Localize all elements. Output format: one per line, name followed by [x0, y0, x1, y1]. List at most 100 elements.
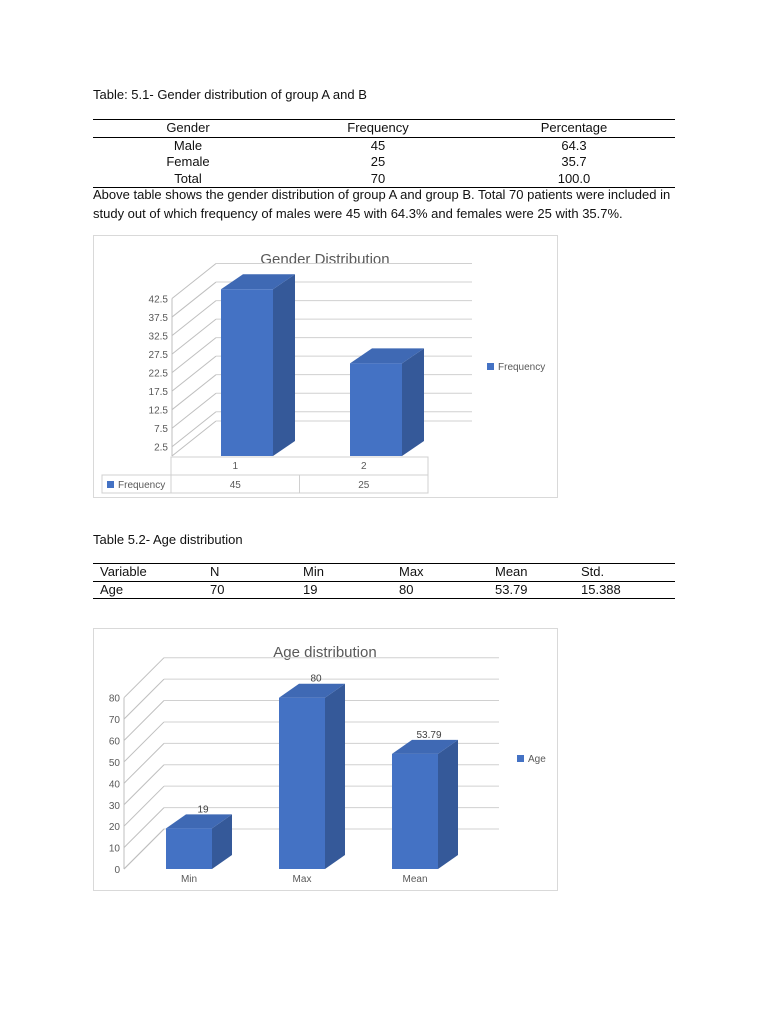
gridline-diagonal	[171, 318, 217, 355]
bar-top	[350, 348, 424, 364]
n-header: N	[210, 564, 220, 579]
gridline-diagonal	[123, 700, 165, 741]
table-cell: 70	[210, 581, 225, 597]
gridline-diagonal	[123, 807, 165, 848]
table-cell: 70	[370, 170, 386, 186]
legend-swatch	[487, 363, 494, 370]
table-cell: Female	[166, 154, 210, 169]
table-row: Age 70 19 80 53.79 15.388	[93, 581, 675, 599]
table-cell: Total	[174, 170, 202, 186]
table-row: Male 45 64.3	[93, 137, 675, 154]
description-paragraph: Above table shows the gender distributio…	[93, 187, 671, 221]
table-cell: 80	[399, 581, 414, 597]
min-header: Min	[303, 564, 324, 579]
y-tick-label: 40	[109, 779, 121, 790]
table-cell: Male	[173, 137, 203, 153]
gridline-diagonal	[171, 337, 217, 374]
table-cell: 15.388	[581, 581, 621, 597]
x-tick-label: 2	[361, 461, 367, 472]
y-tick-label: 22.5	[149, 369, 169, 380]
y-tick-label: 70	[109, 715, 121, 726]
bar	[392, 753, 438, 869]
bar	[166, 828, 212, 869]
gridline-diagonal	[171, 355, 217, 392]
table1-caption: Table: 5.1- Gender distribution of group…	[93, 87, 367, 102]
bar-side	[438, 739, 458, 869]
y-tick-label: 2.5	[154, 443, 168, 454]
x-tick-label: Max	[293, 874, 312, 885]
gender-chart-frame: Gender Distribution 2.5 7.5 12.5 17.5 22.5 27.…	[93, 235, 558, 498]
gridline-diagonal	[123, 657, 165, 699]
table-cell: Age	[100, 581, 124, 597]
age-table: Variable N Min Max Mean Std. Age 70 19 8…	[93, 563, 675, 599]
y-tick-label: 60	[109, 737, 121, 748]
gridline-diagonal	[171, 281, 217, 318]
gender-distribution-chart: Gender Distribution 2.5 7.5 12.5 17.5 22.5 27.…	[101, 251, 545, 494]
x-tick-label: Mean	[402, 874, 427, 885]
x-tick-label: Min	[181, 874, 197, 885]
data-label: 80	[310, 674, 322, 685]
age-distribution-chart: Age distribution 0 10 20 30 40 50 60 70 80 19 Min 80…	[109, 644, 546, 885]
legend-key-swatch	[107, 481, 114, 488]
gridline-diagonal	[123, 828, 165, 870]
table-row: Female 25 35.7	[93, 154, 675, 171]
bar-top	[392, 739, 458, 754]
gridline-diagonal	[123, 721, 165, 763]
variable-header: Variable	[100, 564, 147, 579]
chart-title: Age distribution	[273, 644, 376, 661]
bar-top	[221, 274, 295, 290]
table-row: Total 70 100.0	[93, 171, 675, 188]
y-tick-label: 20	[109, 822, 121, 833]
table-cell: 64.3	[561, 137, 587, 153]
gridline-diagonal	[123, 785, 165, 827]
gridline-diagonal	[171, 411, 217, 448]
bar	[279, 697, 325, 869]
bar	[221, 289, 273, 456]
data-table-value: 25	[358, 480, 370, 491]
legend-swatch	[517, 755, 524, 762]
bar-side	[402, 348, 424, 456]
table2-caption: Table 5.2- Age distribution	[93, 532, 243, 547]
data-table-key-cell	[101, 474, 172, 494]
data-table-series-label: Frequency	[118, 480, 165, 491]
data-label: 53.79	[416, 730, 441, 741]
y-tick-label: 10	[109, 844, 121, 855]
frequency-header: Frequency	[347, 120, 409, 135]
table-cell: 35.7	[561, 154, 587, 169]
x-tick-label: 1	[232, 461, 238, 472]
table-cell: 25	[370, 154, 386, 169]
legend-label: Frequency	[498, 362, 545, 373]
bar-side	[212, 814, 232, 869]
table-cell: 100.0	[557, 170, 591, 186]
y-tick-label: 12.5	[149, 406, 169, 417]
gridline-diagonal	[171, 263, 217, 299]
data-label: 19	[197, 804, 209, 815]
y-tick-label: 50	[109, 758, 121, 769]
bar-side	[273, 274, 295, 456]
bar-side	[325, 683, 345, 869]
y-tick-label: 37.5	[149, 313, 169, 324]
y-tick-label: 7.5	[154, 424, 168, 435]
bar	[350, 363, 402, 456]
mean-header: Mean	[495, 564, 528, 579]
table-cell: 19	[303, 581, 318, 597]
y-tick-label: 17.5	[149, 387, 169, 398]
std-header: Std.	[581, 564, 605, 579]
age-chart-frame: Age distribution 0 10 20 30 40 50 60 70 80 19 Min 80…	[93, 628, 558, 891]
gridline-diagonal	[171, 374, 217, 411]
legend-label: Age	[528, 754, 546, 765]
y-tick-label: 30	[109, 801, 121, 812]
gridline-diagonal	[123, 764, 165, 806]
percentage-header: Percentage	[540, 120, 608, 135]
bar-top	[279, 683, 345, 698]
gridline-diagonal	[171, 300, 217, 336]
gridline-diagonal	[171, 392, 217, 429]
gridline-diagonal	[123, 678, 165, 720]
chart-title: Gender Distribution	[260, 251, 389, 268]
max-header: Max	[399, 564, 424, 579]
data-table-value: 45	[230, 480, 242, 491]
gender-table: Gender Frequency Percentage Male 45 64.3…	[93, 119, 675, 188]
y-tick-label: 0	[114, 865, 120, 876]
y-tick-label: 42.5	[149, 295, 169, 306]
gender-header: Gender	[166, 120, 210, 135]
